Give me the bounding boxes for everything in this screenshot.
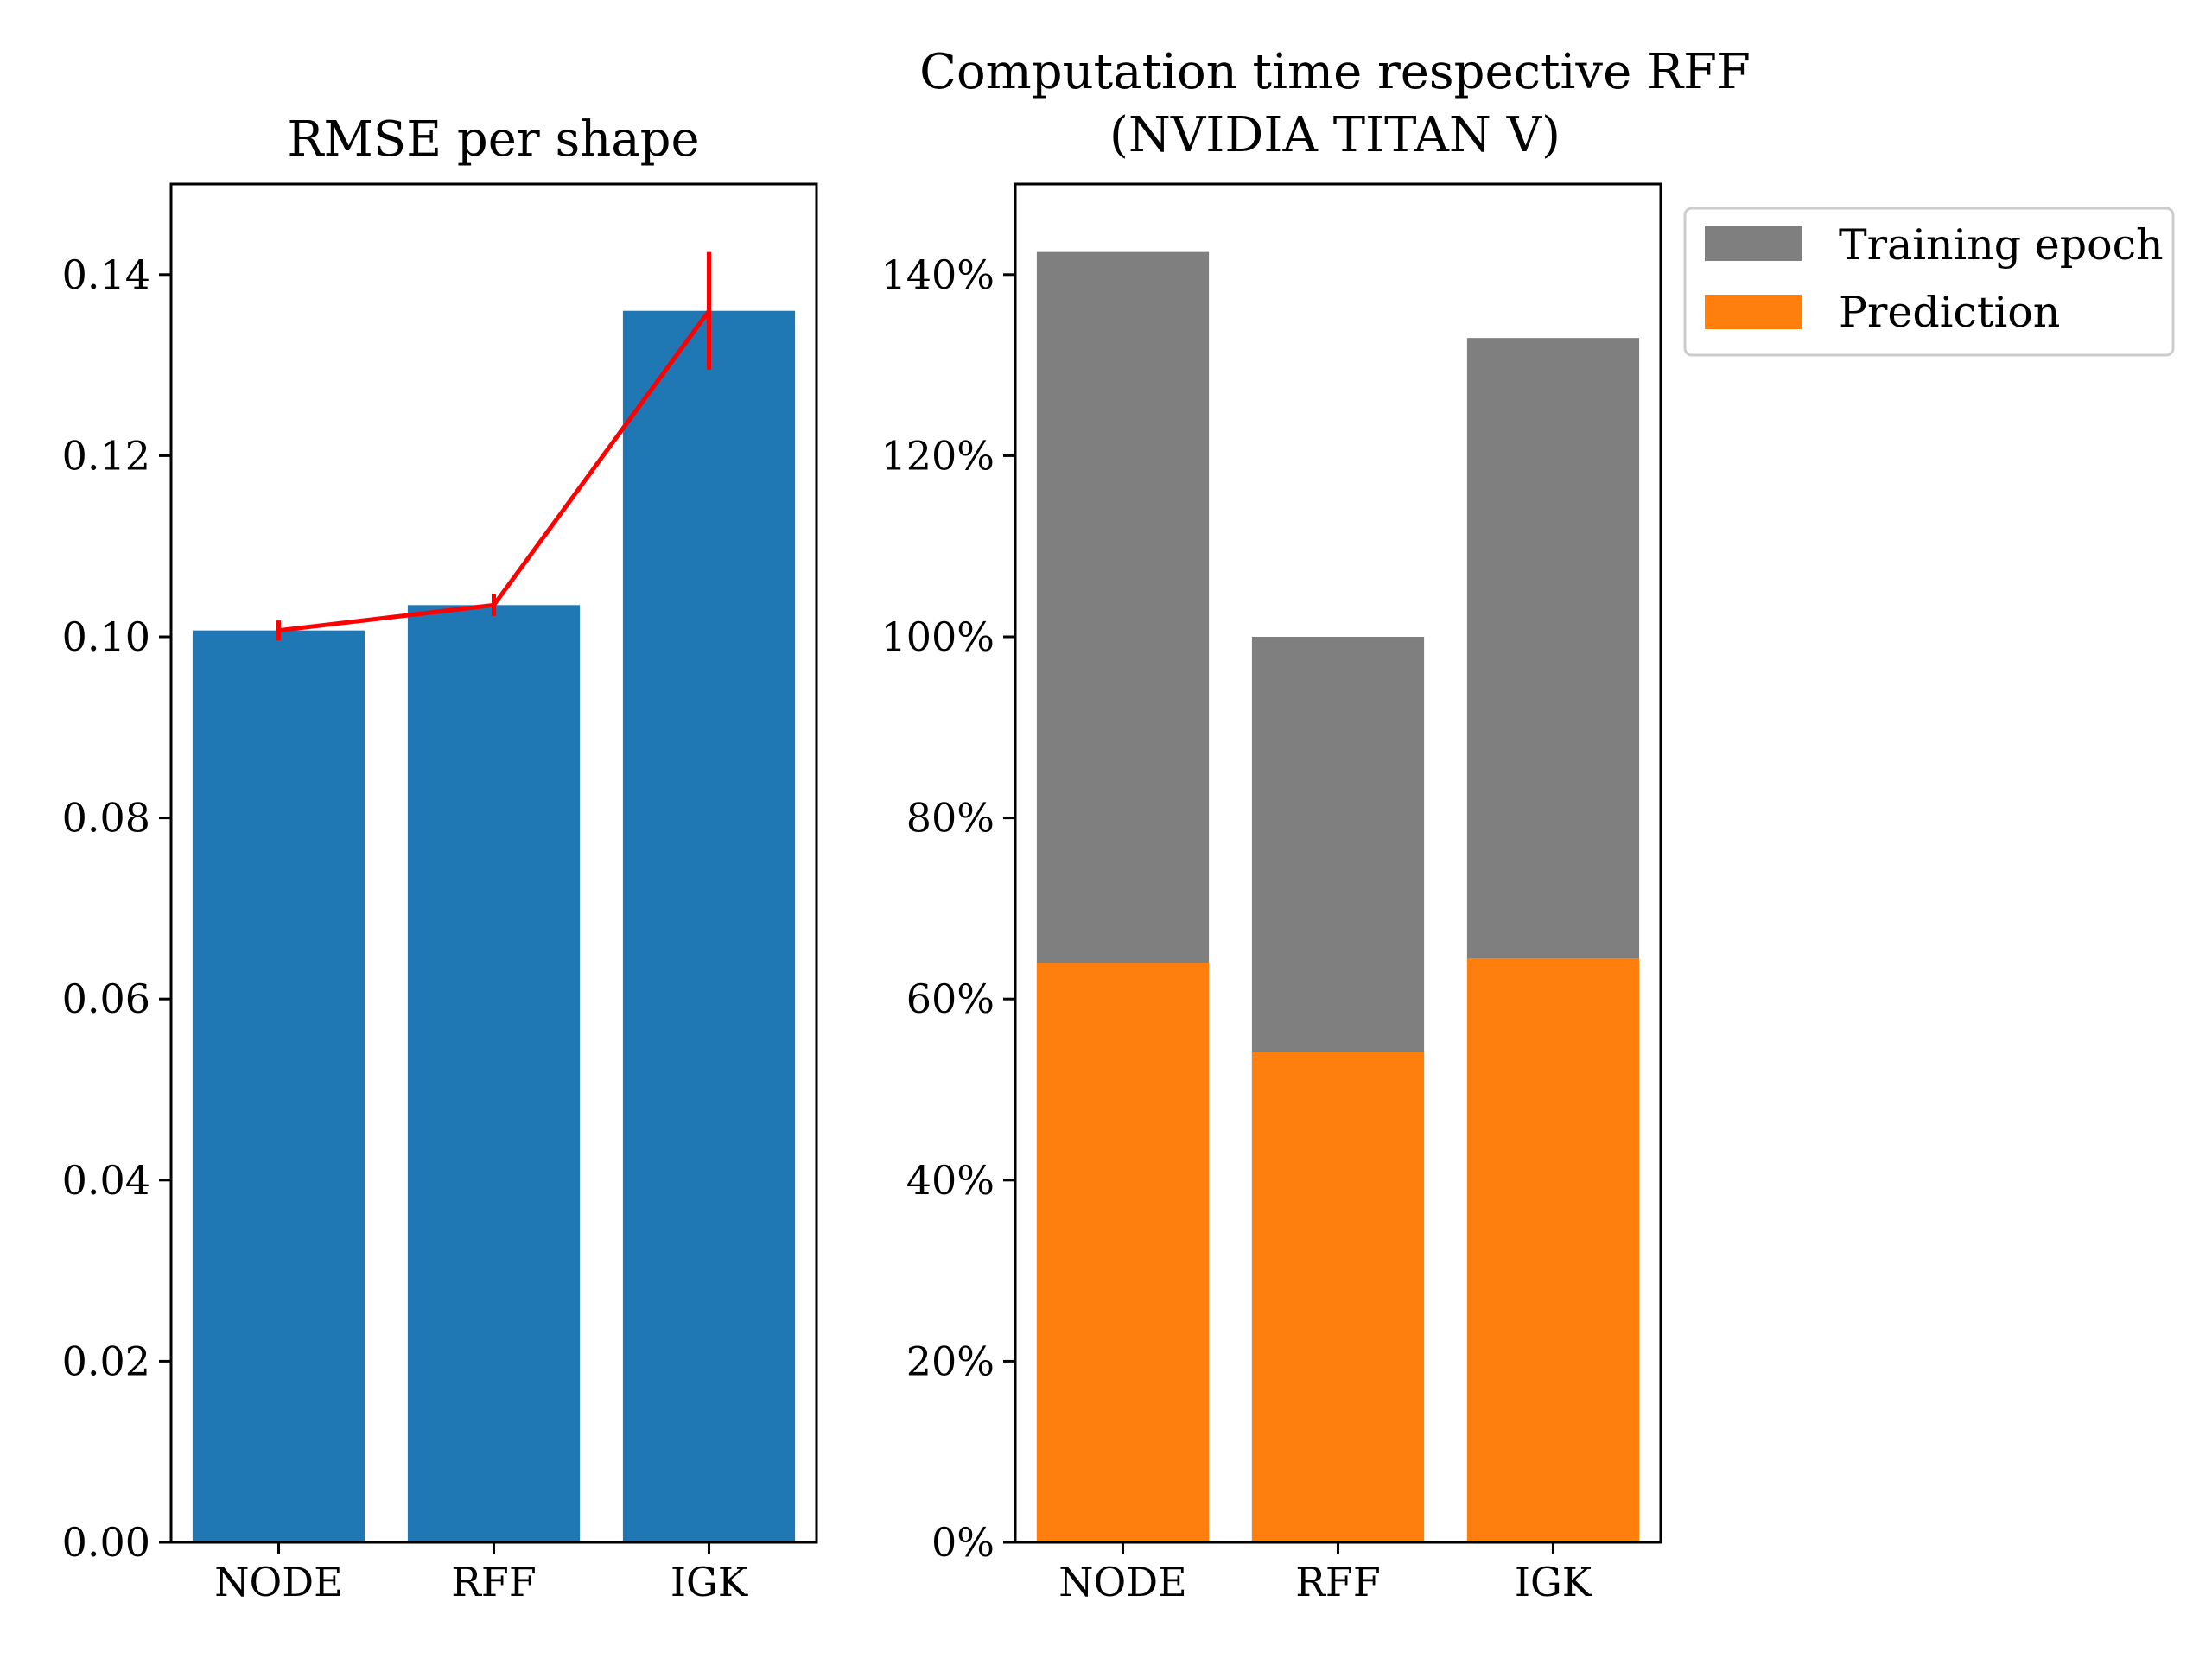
y-tick-label: 0.08 [62, 795, 150, 842]
x-tick-label-node: NODE [1058, 1559, 1186, 1605]
legend-label-prediction: Prediction [1839, 288, 2060, 337]
legend-label-training-epoch: Training epoch [1839, 220, 2164, 270]
computation-time-chart-title-line-1: Computation time respective RFF [919, 44, 1751, 100]
y-tick-label: 100% [880, 613, 995, 660]
rmse-chart-title: RMSE per shape [287, 111, 699, 168]
y-tick-label: 120% [880, 432, 995, 479]
computation-time-bars [1036, 251, 1640, 1543]
legend-swatch-prediction [1705, 295, 1802, 329]
computation-time-x-axis-ticks: NODE RFF IGK [1058, 1542, 1593, 1605]
rmse-bars [192, 310, 796, 1543]
y-tick-label: 60% [906, 976, 995, 1022]
bar-prediction-igk [1466, 958, 1640, 1542]
legend-swatch-training-epoch [1705, 226, 1802, 261]
legend-box [1683, 207, 2175, 357]
rmse-chart: RMSE per shape 0.000.020.040.060.080.100… [62, 111, 818, 1605]
x-tick-label-node: NODE [214, 1559, 342, 1605]
bar-prediction-node [1036, 963, 1210, 1542]
y-tick-label: 40% [906, 1157, 995, 1204]
bar-rff [407, 605, 581, 1542]
rmse-y-axis-ticks: 0.00 0.02 0.04 0.06 0.08 0.10 0.12 0.14 [62, 251, 171, 1566]
y-tick-label: 0.00 [62, 1519, 150, 1566]
computation-time-plot-frame [1014, 182, 1662, 1544]
x-tick-label-rff: RFF [1295, 1559, 1380, 1605]
x-tick-label-rff: RFF [451, 1559, 536, 1605]
y-tick-label: 80% [906, 795, 995, 842]
x-tick-label-igk: IGK [1515, 1559, 1593, 1605]
y-tick-label: 0.12 [62, 432, 150, 479]
y-tick-label: 0.04 [62, 1157, 150, 1204]
y-tick-label: 0.14 [62, 251, 150, 298]
y-tick-label: 0.10 [62, 613, 150, 660]
rmse-error-line [276, 251, 711, 641]
bar-node [192, 630, 365, 1542]
rmse-x-axis-ticks: NODE RFF IGK [214, 1542, 749, 1605]
bar-prediction-rff [1251, 1051, 1425, 1542]
computation-time-y-axis-ticks: 0% 20% 40% 60% 80% 100% 120% 140% [880, 251, 1015, 1566]
legend: Training epoch Prediction [1683, 207, 2175, 357]
rmse-plot-frame [169, 182, 818, 1544]
x-tick-label-igk: IGK [671, 1559, 749, 1605]
y-tick-label: 0.06 [62, 976, 150, 1022]
y-tick-label: 0.02 [62, 1338, 150, 1384]
bar-igk [622, 310, 796, 1543]
computation-time-chart: Computation time respective RFF (NVIDIA … [880, 44, 2175, 1605]
y-tick-label: 0% [931, 1519, 995, 1566]
computation-time-chart-title-line-2: (NVIDIA TITAN V) [1109, 107, 1560, 163]
y-tick-label: 20% [906, 1338, 995, 1384]
y-tick-label: 140% [880, 251, 995, 298]
